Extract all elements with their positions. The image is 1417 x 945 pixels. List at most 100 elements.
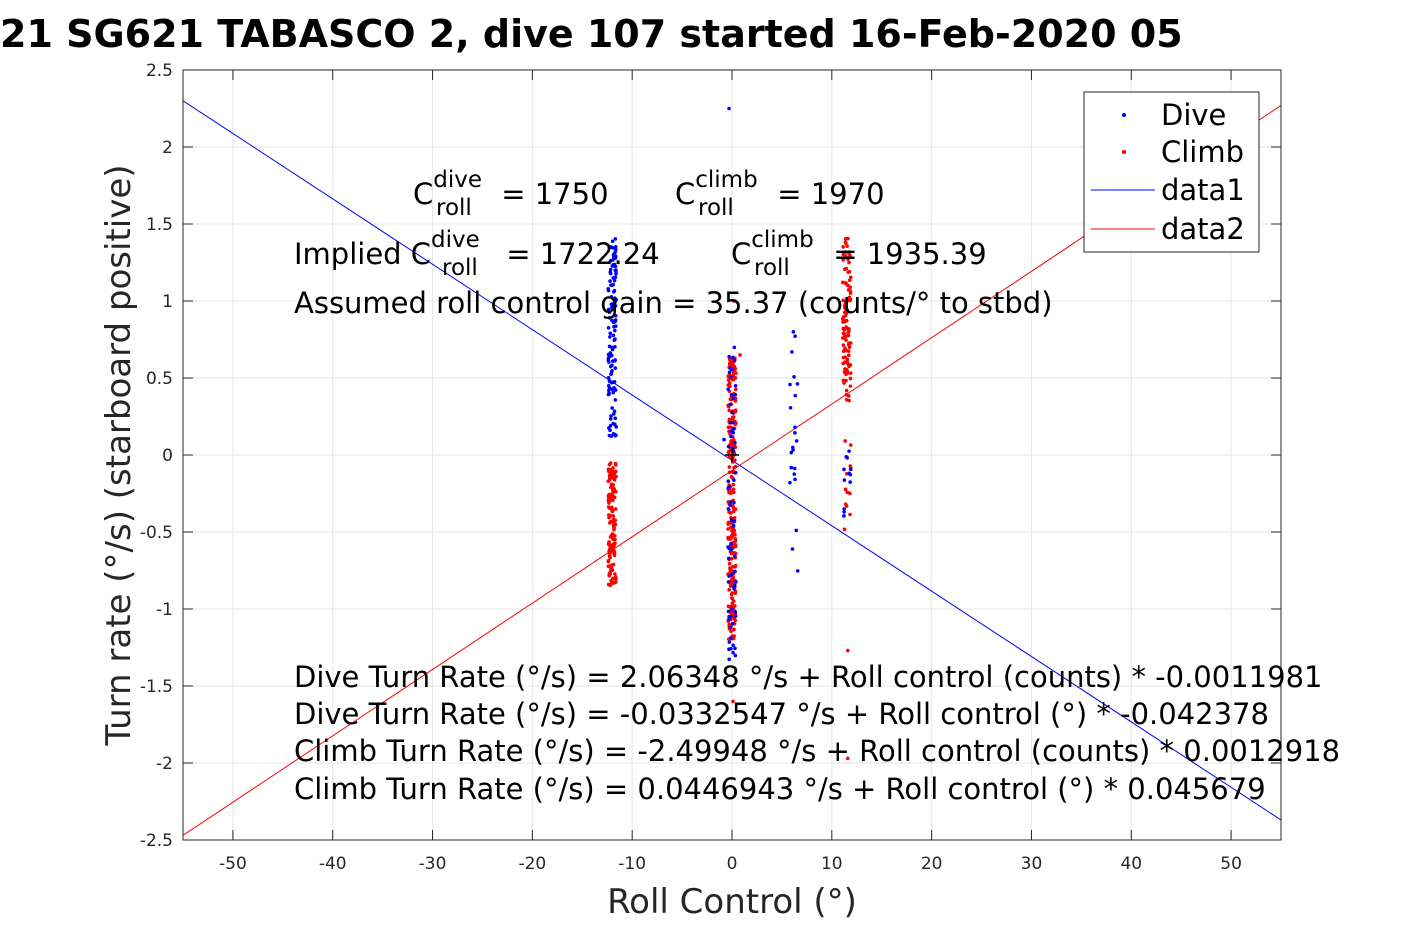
point-climb	[730, 361, 735, 365]
point-climb	[610, 492, 614, 497]
point-climb	[726, 527, 730, 531]
point-dive	[608, 423, 613, 428]
point-climb	[848, 443, 853, 447]
point-dive	[727, 574, 731, 578]
point-climb	[613, 572, 617, 576]
point-dive	[732, 500, 736, 505]
point-dive	[731, 420, 735, 425]
y-axis-label: Turn rate (°/s) (starboard positive)	[99, 164, 139, 746]
point-climb	[841, 258, 845, 262]
point-dive	[611, 333, 616, 338]
x-tick-label: 10	[821, 854, 843, 874]
point-climb	[846, 330, 850, 335]
point-climb	[733, 618, 738, 623]
point-climb	[847, 327, 851, 331]
point-dive	[606, 326, 611, 330]
point-climb	[733, 387, 738, 392]
point-climb	[841, 378, 846, 383]
point-dive	[727, 354, 731, 359]
point-dive	[731, 643, 735, 648]
x-tick-label: 30	[1021, 854, 1043, 874]
point-dive	[610, 406, 614, 410]
point-dive	[608, 417, 613, 421]
point-dive	[731, 427, 736, 431]
point-dive	[794, 528, 799, 533]
point-climb	[844, 311, 849, 315]
equation-1: Dive Turn Rate (°/s) = 2.06348 °/s + Rol…	[294, 660, 1322, 694]
point-dive	[609, 302, 614, 307]
point-climb	[729, 491, 733, 495]
point-dive	[613, 237, 618, 241]
point-dive	[729, 542, 733, 546]
point-dive	[611, 421, 616, 426]
c-roll-climb-sup: climb	[695, 167, 757, 193]
point-dive	[730, 606, 734, 611]
point-dive	[788, 405, 793, 410]
point-dive	[613, 345, 617, 349]
point-dive	[726, 507, 731, 512]
x-tick-label: -40	[319, 854, 347, 874]
point-climb	[846, 257, 850, 261]
point-dive	[726, 479, 731, 483]
point-climb	[612, 553, 617, 558]
point-climb	[846, 236, 850, 241]
point-climb	[847, 364, 851, 369]
point-dive	[612, 255, 616, 259]
point-dive	[794, 439, 799, 443]
point-climb	[611, 517, 616, 522]
implied-climb-sub: roll	[754, 255, 790, 281]
point-climb	[608, 485, 613, 490]
point-climb	[606, 498, 611, 503]
point-dive	[728, 503, 733, 507]
point-dive	[730, 572, 734, 577]
point-climb	[613, 507, 618, 511]
point-dive	[613, 416, 618, 421]
point-climb	[733, 507, 738, 512]
implied-dive-sub: roll	[442, 255, 478, 281]
point-climb	[727, 465, 732, 469]
point-dive	[726, 387, 730, 391]
point-dive	[848, 472, 853, 477]
point-climb	[842, 250, 847, 255]
point-climb	[844, 318, 849, 323]
point-dive	[734, 579, 738, 584]
implied-climb-base: C	[731, 237, 751, 271]
point-climb	[733, 370, 737, 374]
point-dive	[842, 467, 846, 472]
point-climb	[731, 377, 736, 382]
point-dive	[791, 448, 795, 452]
point-climb	[608, 572, 613, 576]
implied-dive-value: = 1722.24	[497, 237, 660, 271]
point-climb	[730, 363, 735, 368]
point-climb	[848, 253, 852, 258]
point-climb	[728, 448, 732, 453]
point-dive	[788, 382, 792, 387]
y-tick-label: 1.5	[146, 215, 173, 235]
implied-climb-sup: climb	[751, 227, 813, 253]
point-dive	[610, 347, 615, 352]
point-dive	[791, 330, 796, 334]
point-climb	[730, 470, 734, 474]
point-climb	[606, 505, 611, 509]
point-dive	[726, 556, 731, 561]
point-climb	[842, 331, 846, 336]
point-dive	[609, 353, 614, 358]
point-climb	[608, 555, 612, 560]
point-climb	[844, 378, 848, 383]
point-dive	[614, 324, 618, 328]
equation-4: Climb Turn Rate (°/s) = 0.0446943 °/s + …	[294, 772, 1266, 806]
point-dive	[729, 434, 733, 439]
point-dive	[608, 279, 612, 283]
point-climb	[728, 568, 733, 572]
axis-ticks: -50 -40 -30 -20 -10 0 10 20 30 40 50-2.5-2-1.5-1-0…	[140, 61, 1281, 874]
x-tick-label: 20	[921, 854, 943, 874]
point-climb	[841, 245, 845, 249]
point-dive	[722, 437, 726, 442]
y-tick-label: 0.5	[146, 369, 173, 389]
point-dive	[607, 388, 611, 393]
point-climb	[847, 345, 852, 350]
point-dive	[614, 268, 618, 272]
point-climb	[846, 270, 851, 275]
point-climb	[848, 371, 853, 375]
point-climb	[608, 583, 612, 588]
